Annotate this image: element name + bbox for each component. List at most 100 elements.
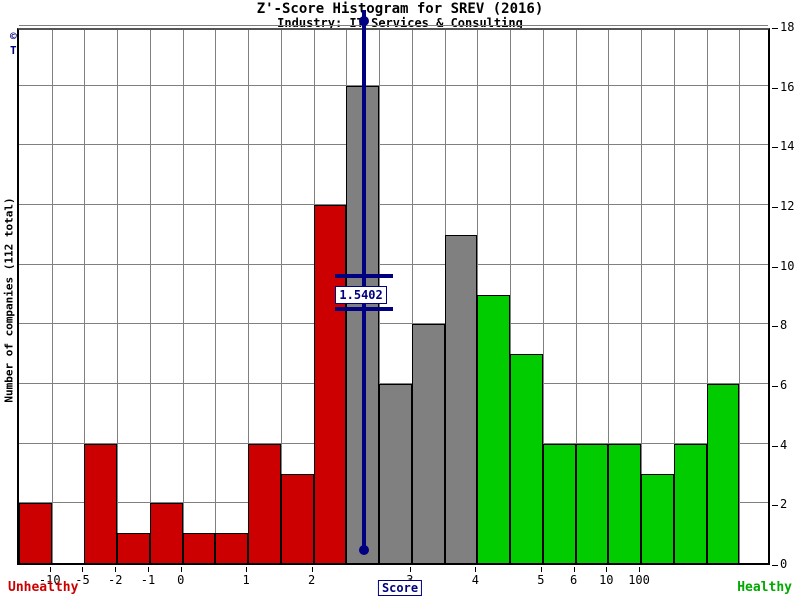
y-tick-label: 14 xyxy=(780,139,795,154)
gridline-vertical xyxy=(641,30,643,563)
y-tick-label: 8 xyxy=(780,318,788,333)
y-tick-label: 12 xyxy=(780,199,795,213)
x-tick-mark xyxy=(49,567,51,572)
gridline-vertical xyxy=(673,30,675,563)
histogram-bar xyxy=(641,473,674,563)
y-tick-mark xyxy=(772,28,778,29)
y-tick-mark xyxy=(772,207,778,208)
gridline-horizontal xyxy=(19,144,768,146)
gridline-vertical xyxy=(575,30,577,563)
histogram-bar xyxy=(542,443,576,563)
x-tick-mark xyxy=(409,567,411,572)
x-tick-mark xyxy=(246,567,248,572)
y-tick-mark xyxy=(772,505,778,507)
x-tick-label: 10 xyxy=(599,573,614,587)
score-marker-line xyxy=(362,10,367,553)
histogram-bar xyxy=(411,324,445,563)
histogram-bar xyxy=(149,503,183,563)
gridline-horizontal xyxy=(19,25,768,26)
x-tick-label: -1 xyxy=(140,573,156,587)
chart-subtitle: Industry: IT Services & Consulting xyxy=(277,16,523,30)
y-tick-mark xyxy=(772,87,778,89)
y-tick-label: 18 xyxy=(780,20,795,34)
gridline-horizontal xyxy=(19,263,768,265)
x-tick-label: 0 xyxy=(177,573,185,587)
page-title: Z'-Score Histogram for SREV (2016) xyxy=(256,1,544,17)
histogram-bar xyxy=(280,473,314,563)
x-tick-label: 1 xyxy=(242,573,250,587)
gridline-vertical xyxy=(542,30,544,563)
gridline-vertical xyxy=(706,30,708,563)
histogram-bar xyxy=(706,384,740,563)
gridline-horizontal xyxy=(19,383,768,384)
x-tick-label: 5 xyxy=(537,573,545,587)
x-tick-mark xyxy=(82,567,84,572)
gridline-vertical xyxy=(280,30,282,563)
gridline-vertical xyxy=(608,30,610,563)
gridline-vertical xyxy=(411,30,413,563)
x-tick-mark xyxy=(573,567,575,572)
score-marker-dot-bottom xyxy=(359,545,370,555)
score-marker-bracket-top xyxy=(335,274,394,279)
gridline-vertical xyxy=(248,30,250,563)
x-tick-mark xyxy=(475,567,477,572)
y-axis-label: Number of companies (112 total) xyxy=(2,180,16,420)
x-tick-label: -2 xyxy=(107,573,123,587)
gridline-vertical xyxy=(510,30,512,563)
histogram-bar xyxy=(444,234,478,563)
y-tick-mark xyxy=(772,147,778,149)
x-tick-label: 100 xyxy=(628,573,650,587)
y-tick-label: 0 xyxy=(780,557,788,571)
histogram-bar xyxy=(117,533,150,563)
y-tick-mark xyxy=(772,565,778,566)
histogram-bar xyxy=(19,503,52,563)
x-tick-mark xyxy=(639,567,641,572)
x-tick-label: 2 xyxy=(308,573,316,587)
histogram-bar xyxy=(379,384,412,563)
gridline-vertical xyxy=(117,30,119,563)
gridline-vertical xyxy=(51,30,53,563)
gridline-horizontal xyxy=(19,323,768,325)
histogram-bar xyxy=(673,443,707,563)
y-tick-mark xyxy=(772,326,778,328)
histogram-bar xyxy=(313,205,347,563)
gridline-vertical xyxy=(182,30,184,563)
x-tick-mark xyxy=(606,567,608,572)
x-tick-mark xyxy=(311,567,313,572)
y-tick-label: 6 xyxy=(780,378,788,392)
x-tick-mark xyxy=(540,567,542,572)
y-axis-label-text: Number of companies (112 total) xyxy=(2,197,16,403)
histogram-bar xyxy=(248,443,281,563)
x-tick-mark xyxy=(147,567,149,572)
score-axis-label: Score xyxy=(377,580,423,596)
y-tick-label: 4 xyxy=(780,437,788,452)
gridline-vertical xyxy=(215,30,217,563)
gridline-vertical xyxy=(739,30,741,563)
x-tick-label: 6 xyxy=(569,573,578,587)
score-marker-bracket-bottom xyxy=(335,306,394,311)
y-tick-label: 10 xyxy=(780,258,795,273)
x-tick-mark xyxy=(115,567,117,572)
gridline-horizontal xyxy=(19,84,768,86)
score-marker-dot-top xyxy=(359,16,370,26)
y-tick-label: 2 xyxy=(780,497,788,512)
histogram-bar xyxy=(84,443,118,563)
y-tick-mark xyxy=(772,266,778,268)
histogram-bar xyxy=(575,443,609,563)
histogram-bar xyxy=(182,533,216,563)
y-tick-mark xyxy=(772,445,778,447)
histogram-bar xyxy=(608,443,642,563)
plot-area: 1.5402 xyxy=(17,10,770,565)
gridline-vertical xyxy=(84,30,86,563)
histogram-bar xyxy=(510,354,543,563)
y-tick-mark xyxy=(772,386,778,387)
x-tick-mark xyxy=(180,567,182,572)
x-tick-label: -5 xyxy=(75,573,90,587)
x-tick-label: 4 xyxy=(471,573,479,587)
x-tick-label: -10 xyxy=(38,573,61,587)
gridline-horizontal xyxy=(19,204,768,205)
healthy-label: Healthy xyxy=(737,580,792,595)
y-tick-label: 16 xyxy=(780,79,795,94)
unhealthy-label: Unhealthy xyxy=(8,580,79,595)
